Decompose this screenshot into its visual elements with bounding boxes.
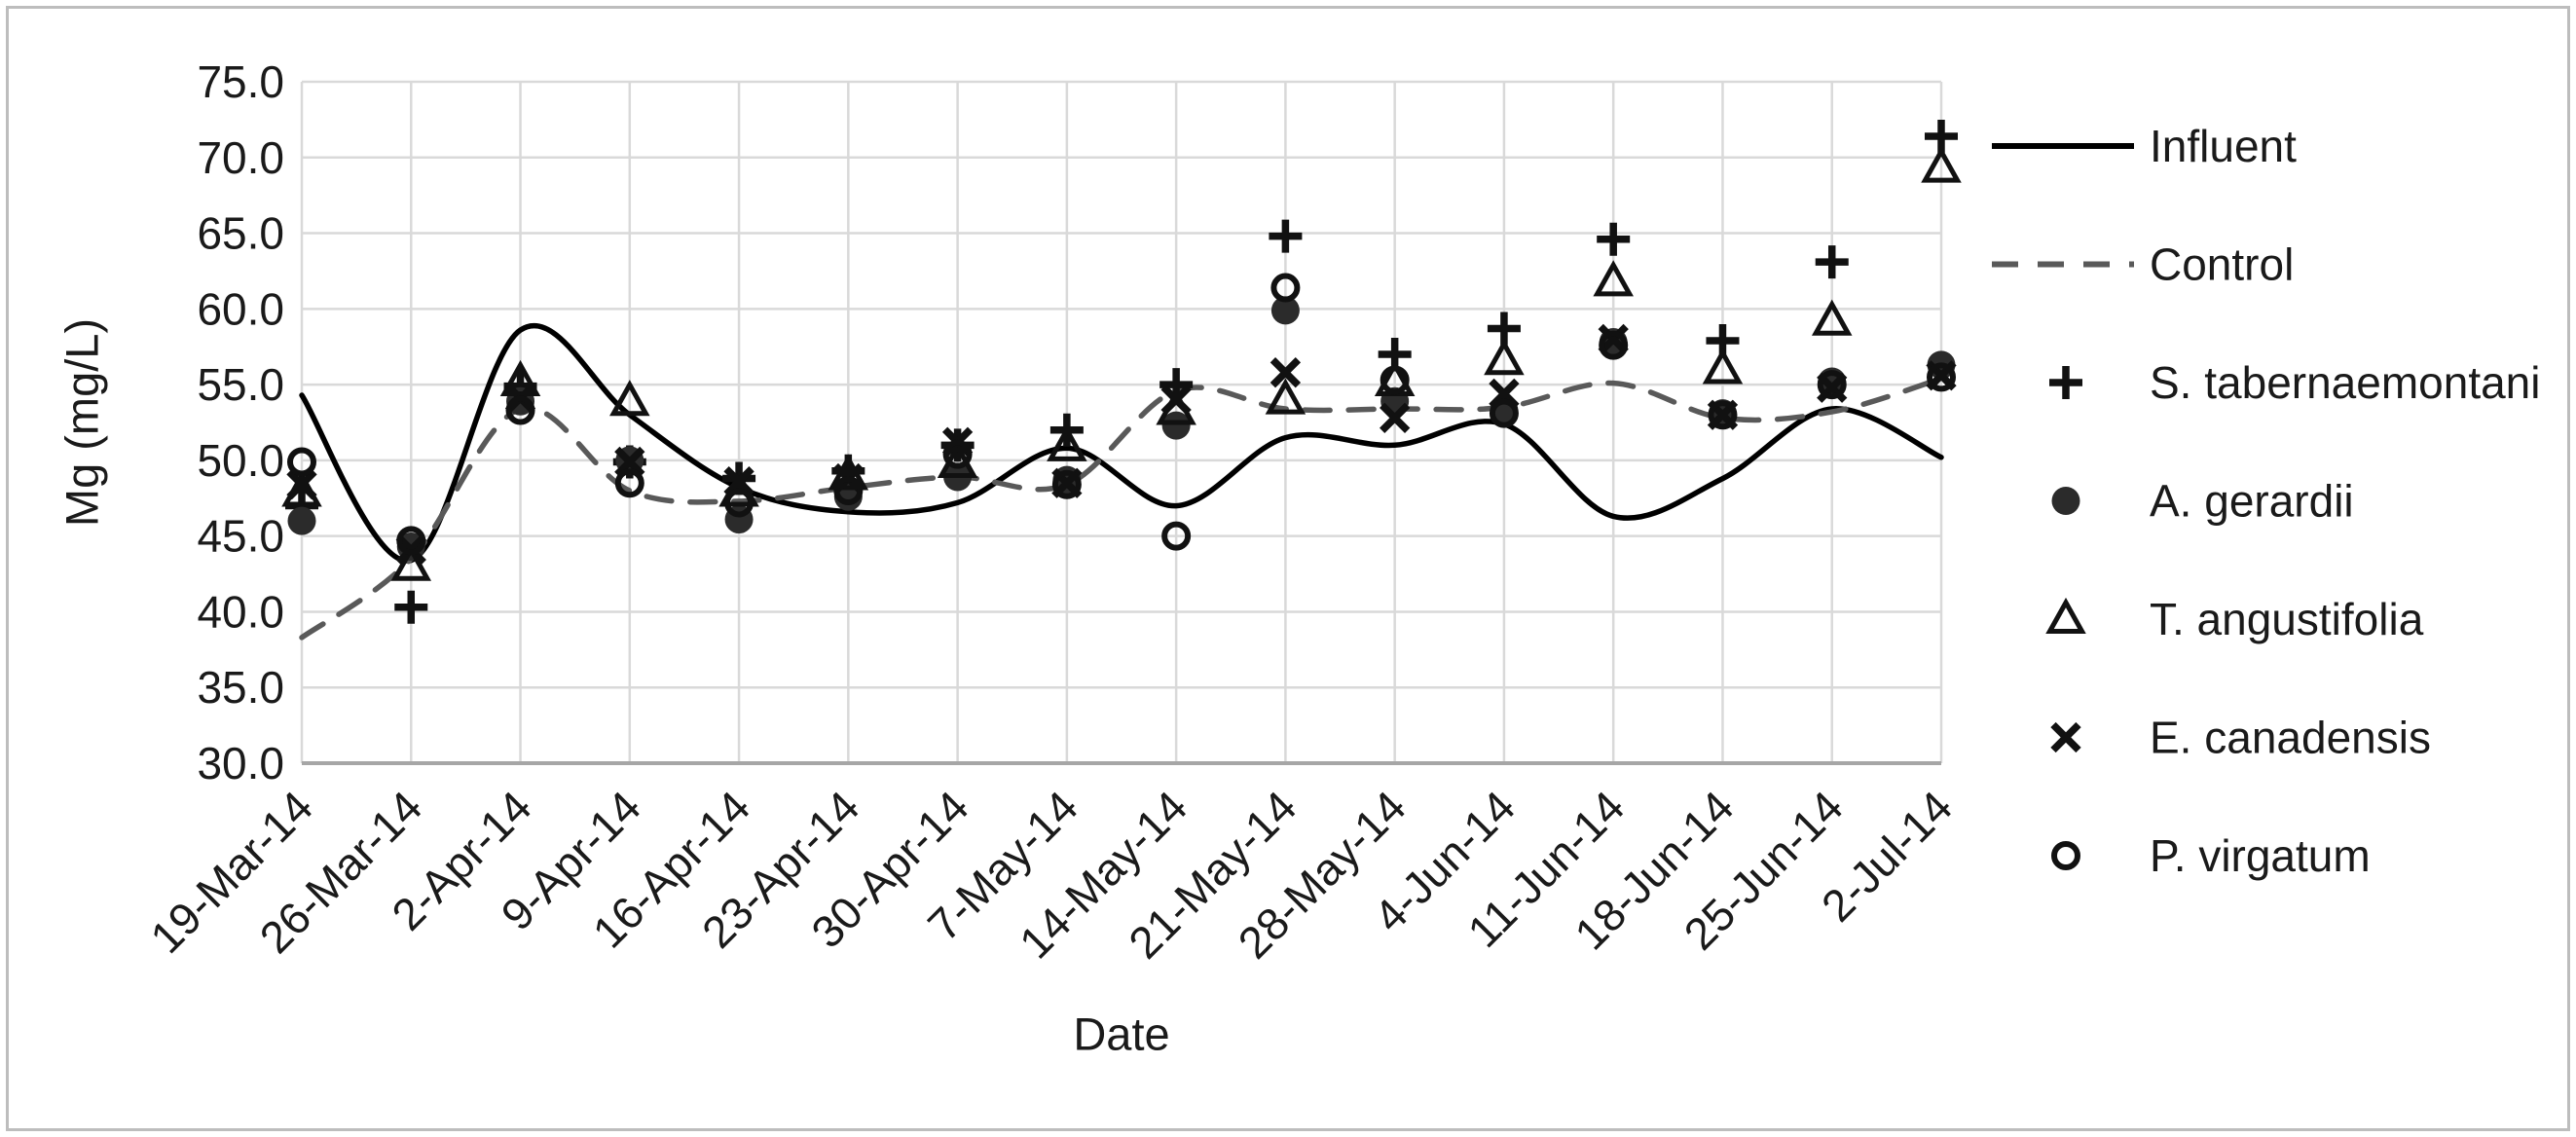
legend-label-s-tabernaemontani: S. tabernaemontani [2150, 357, 2541, 408]
marker-e-canadensis [1270, 357, 1302, 388]
y-tick-label: 40.0 [197, 586, 284, 637]
marker-t-angustifolia [1811, 299, 1853, 336]
marker-p-virgatum [724, 488, 754, 518]
marker-t-angustifolia [1484, 339, 1525, 376]
y-tick-label: 50.0 [197, 435, 284, 486]
marker-t-angustifolia [1265, 378, 1306, 415]
marker-p-virgatum [942, 439, 973, 469]
marker-e-canadensis [1598, 323, 1629, 355]
marker-p-virgatum [1708, 400, 1738, 430]
marker-t-angustifolia [1702, 348, 1744, 385]
marker-e-canadensis [1160, 385, 1192, 416]
marker-p-virgatum [396, 526, 426, 556]
marker-a-gerardii [1161, 411, 1191, 440]
y-tick-label: 65.0 [197, 208, 284, 259]
legend-label-control: Control [2150, 239, 2294, 290]
marker-t-angustifolia [390, 544, 432, 581]
marker-p-virgatum [833, 476, 864, 505]
marker-s-tabernaemontani [1269, 219, 1303, 253]
marker-t-angustifolia [1921, 146, 1962, 183]
marker-p-virgatum [287, 447, 316, 477]
legend-label-e-canadensis: E. canadensis [2150, 713, 2431, 763]
marker-p-virgatum [1380, 365, 1410, 395]
marker-e-canadensis [1380, 402, 1411, 433]
marker-p-virgatum [1489, 398, 1519, 428]
marker-p-virgatum [1270, 273, 1301, 303]
y-tick-label: 75.0 [197, 56, 284, 107]
marker-a-gerardii [287, 506, 316, 535]
marker-p-virgatum [1927, 362, 1956, 392]
y-tick-label: 35.0 [197, 662, 284, 713]
influent-line [299, 322, 1944, 564]
y-tick-label: 55.0 [197, 359, 284, 410]
marker-p-virgatum [614, 468, 644, 498]
control-line [299, 376, 1944, 641]
marker-p-virgatum [1599, 330, 1629, 360]
marker-p-virgatum [505, 395, 535, 425]
marker-p-virgatum [1051, 469, 1082, 499]
marker-s-tabernaemontani [1815, 245, 1849, 279]
marker-t-angustifolia [1047, 424, 1087, 461]
legend-marker-p-virgatum [2051, 841, 2080, 870]
y-axis-title: Mg (mg/L) [55, 317, 108, 528]
marker-e-canadensis [614, 446, 645, 478]
y-tick-label: 45.0 [197, 511, 284, 562]
marker-e-canadensis [723, 466, 754, 497]
marker-t-angustifolia [1593, 260, 1634, 297]
legend-marker-s-tabernaemontani [2049, 366, 2082, 399]
marker-p-virgatum [1161, 521, 1192, 551]
marker-a-gerardii [1270, 296, 1300, 325]
y-tick-label: 60.0 [197, 283, 284, 334]
marker-p-virgatum [1817, 370, 1847, 400]
y-tick-label: 30.0 [197, 738, 284, 789]
marker-s-tabernaemontani [394, 590, 428, 624]
legend-label-influent: Influent [2150, 121, 2297, 171]
y-tick-label: 70.0 [197, 132, 284, 183]
legend-label-t-angustifolia: T. angustifolia [2150, 594, 2424, 644]
legend-marker-t-angustifolia [2045, 597, 2086, 634]
legend-label-a-gerardii: A. gerardii [2150, 476, 2354, 527]
marker-e-canadensis [286, 469, 317, 500]
legend-marker-e-canadensis [2050, 721, 2081, 753]
x-axis-title: Date [1073, 1008, 1170, 1060]
legend-marker-a-gerardii [2051, 487, 2080, 515]
legend-label-p-virgatum: P. virgatum [2150, 830, 2371, 881]
marker-t-angustifolia [609, 380, 650, 417]
marker-s-tabernaemontani [1597, 222, 1631, 256]
